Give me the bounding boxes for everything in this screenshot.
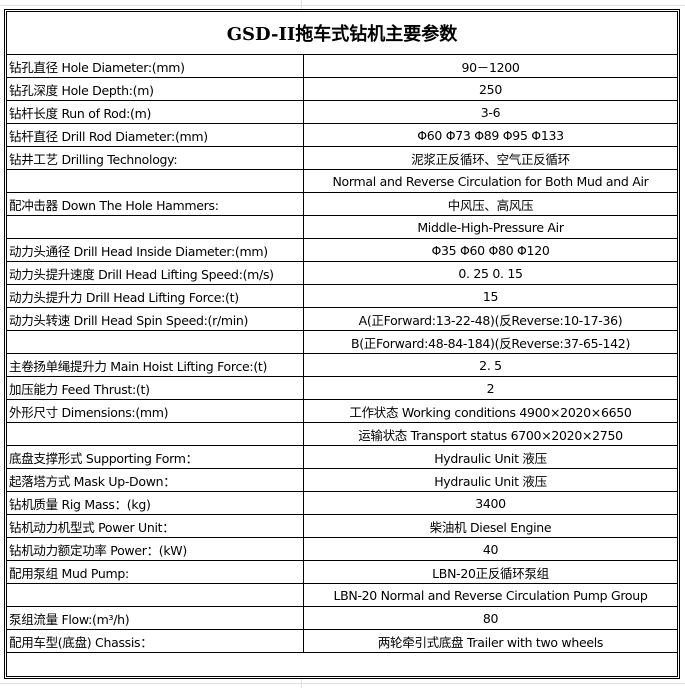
table-row: 动力头通径 Drill Head Inside Diameter:(mm) Φ35… xyxy=(7,239,677,262)
parameter-label: 钻孔深度 Hole Depth:(m) xyxy=(7,78,304,100)
parameter-value: 泥浆正反循环、空气正反循环 xyxy=(411,151,570,167)
table-row: 底盘支撑形式 Supporting Form： Hydraulic Unit 液压 xyxy=(7,446,677,469)
parameter-value: A(正Forward:13-22-48)(反Reverse:10-17-36) xyxy=(358,312,623,328)
parameter-value: 柴油机 Diesel Engine xyxy=(429,519,552,535)
parameter-label xyxy=(7,216,304,238)
parameter-value: 工作状态 Working conditions 4900×2020×6650 xyxy=(349,404,632,420)
table-title: GSD-II拖车式钻机主要参数 xyxy=(7,12,677,55)
parameter-label: 起落塔方式 Mask Up-Down： xyxy=(7,469,304,491)
parameter-label: 配用泵组 Mud Pump: xyxy=(7,561,304,583)
table-row: 钻井工艺 Drilling Technology: 泥浆正反循环、空气正反循环 xyxy=(7,147,677,170)
parameter-value: B(正Forward:48-84-184)(反Reverse:37-65-142… xyxy=(350,335,631,351)
table-row: LBN-20 Normal and Reverse Circulation Pu… xyxy=(7,584,677,607)
table-row: 配用泵组 Mud Pump: LBN-20正反循环泵组 xyxy=(7,561,677,584)
table-row: Middle-High-Pressure Air xyxy=(7,216,677,239)
parameter-label: 钻杆直径 Drill Rod Diameter:(mm) xyxy=(7,124,304,146)
table-row: Normal and Reverse Circulation for Both … xyxy=(7,170,677,193)
parameter-label: 钻机动力机型式 Power Unit： xyxy=(7,515,304,537)
parameter-value: 2 xyxy=(486,380,495,396)
parameter-label: 底盘支撑形式 Supporting Form： xyxy=(7,446,304,468)
spec-table: GSD-II拖车式钻机主要参数 钻孔直径 Hole Diameter:(mm) 9… xyxy=(4,9,680,679)
parameter-value: LBN-20 Normal and Reverse Circulation Pu… xyxy=(333,587,648,603)
table-row: 配冲击器 Down The Hole Hammers: 中风压、高风压 xyxy=(7,193,677,216)
empty-row xyxy=(7,653,677,676)
parameter-label: 动力头提升速度 Drill Head Lifting Speed:(m/s) xyxy=(7,262,304,284)
parameter-value: Hydraulic Unit 液压 xyxy=(434,473,547,489)
parameter-label: 配用车型(底盘) Chassis： xyxy=(7,630,304,652)
table-row: 动力头提升力 Drill Head Lifting Force:(t) 15 xyxy=(7,285,677,308)
parameter-value: 0. 25 0. 15 xyxy=(458,265,523,281)
parameter-label: 外形尺寸 Dimensions:(mm) xyxy=(7,400,304,422)
table-row: 钻杆直径 Drill Rod Diameter:(mm) Φ60 Φ73 Φ89 … xyxy=(7,124,677,147)
table-row: 配用车型(底盘) Chassis： 两轮牵引式底盘 Trailer with tw… xyxy=(7,630,677,653)
parameter-value: Middle-High-Pressure Air xyxy=(417,219,564,235)
table-row: 钻机质量 Rig Mass：(kg) 3400 xyxy=(7,492,677,515)
parameter-value: 2. 5 xyxy=(479,357,502,373)
parameter-value: 中风压、高风压 xyxy=(447,197,534,213)
parameter-value: 运输状态 Transport status 6700×2020×2750 xyxy=(358,427,623,443)
table-row: 起落塔方式 Mask Up-Down： Hydraulic Unit 液压 xyxy=(7,469,677,492)
parameter-value: Hydraulic Unit 液压 xyxy=(434,450,547,466)
table-body: 钻孔直径 Hole Diameter:(mm) 90－1200 钻孔深度 Hole … xyxy=(7,55,677,653)
parameter-label: 泵组流量 Flow:(m³/h) xyxy=(7,607,304,629)
parameter-label: 钻杆长度 Run of Rod:(m) xyxy=(7,101,304,123)
parameter-value: Φ35 Φ60 Φ80 Φ120 xyxy=(431,242,550,258)
parameter-label: 钻井工艺 Drilling Technology: xyxy=(7,147,304,169)
parameter-label: 动力头转速 Drill Head Spin Speed:(r/min) xyxy=(7,308,304,330)
parameter-label xyxy=(7,584,304,606)
parameter-label: 钻孔直径 Hole Diameter:(mm) xyxy=(7,55,304,77)
table-row: 钻杆长度 Run of Rod:(m) 3-6 xyxy=(7,101,677,124)
table-row: 钻机动力机型式 Power Unit： 柴油机 Diesel Engine xyxy=(7,515,677,538)
table-row: 泵组流量 Flow:(m³/h) 80 xyxy=(7,607,677,630)
table-row: 钻孔直径 Hole Diameter:(mm) 90－1200 xyxy=(7,55,677,78)
table-row: 动力头提升速度 Drill Head Lifting Speed:(m/s) 0.… xyxy=(7,262,677,285)
parameter-value: 80 xyxy=(482,610,499,626)
table-row: 运输状态 Transport status 6700×2020×2750 xyxy=(7,423,677,446)
parameter-label: 动力头提升力 Drill Head Lifting Force:(t) xyxy=(7,285,304,307)
parameter-value: 40 xyxy=(482,541,499,557)
parameter-value: 3-6 xyxy=(480,104,501,120)
parameter-label xyxy=(7,170,304,192)
parameter-label: 配冲击器 Down The Hole Hammers: xyxy=(7,193,304,215)
parameter-value: 90－1200 xyxy=(461,59,520,75)
parameter-value: 两轮牵引式底盘 Trailer with two wheels xyxy=(377,634,604,650)
table-row: 钻孔深度 Hole Depth:(m) 250 xyxy=(7,78,677,101)
parameter-label: 钻机动力额定功率 Power：(kW) xyxy=(7,538,304,560)
parameter-value: Φ60 Φ73 Φ89 Φ95 Φ133 xyxy=(417,127,564,143)
parameter-label: 钻机质量 Rig Mass：(kg) xyxy=(7,492,304,514)
sheet-gridline xyxy=(0,5,685,6)
table-row: 加压能力 Feed Thrust:(t) 2 xyxy=(7,377,677,400)
table-row: 钻机动力额定功率 Power：(kW) 40 xyxy=(7,538,677,561)
sheet-gridline xyxy=(0,683,685,684)
parameter-value: Normal and Reverse Circulation for Both … xyxy=(332,173,649,189)
parameter-value: 3400 xyxy=(475,495,506,511)
parameter-label: 主卷扬单绳提升力 Main Hoist Lifting Force:(t) xyxy=(7,354,304,376)
table-row: B(正Forward:48-84-184)(反Reverse:37-65-142… xyxy=(7,331,677,354)
parameter-label: 加压能力 Feed Thrust:(t) xyxy=(7,377,304,399)
table-row: 动力头转速 Drill Head Spin Speed:(r/min) A(正Fo… xyxy=(7,308,677,331)
table-row: 主卷扬单绳提升力 Main Hoist Lifting Force:(t) 2. … xyxy=(7,354,677,377)
empty-cell xyxy=(7,653,303,676)
parameter-label xyxy=(7,423,304,445)
parameter-value: 15 xyxy=(482,288,499,304)
table-row: 外形尺寸 Dimensions:(mm) 工作状态 Working conditi… xyxy=(7,400,677,423)
parameter-value: LBN-20正反循环泵组 xyxy=(432,565,549,581)
parameter-label xyxy=(7,331,304,353)
parameter-value: 250 xyxy=(479,81,502,97)
parameter-label: 动力头通径 Drill Head Inside Diameter:(mm) xyxy=(7,239,304,261)
